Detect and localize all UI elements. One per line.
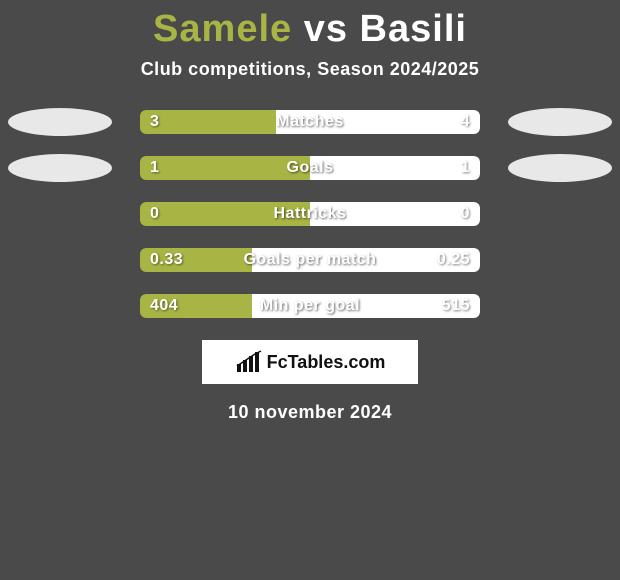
left-value: 0 — [150, 202, 159, 226]
bar-area — [140, 294, 480, 318]
bar-left — [140, 156, 310, 180]
bars-icon — [235, 350, 263, 374]
stat-row: 00Hattricks — [0, 202, 620, 226]
left-ellipse — [8, 108, 112, 136]
bar-left — [140, 202, 310, 226]
left-value: 0.33 — [150, 248, 183, 272]
right-value: 0 — [461, 202, 470, 226]
vs-text: vs — [304, 8, 348, 50]
stats-rows: 34Matches11Goals00Hattricks0.330.25Goals… — [0, 110, 620, 318]
right-value: 1 — [461, 156, 470, 180]
bar-area — [140, 248, 480, 272]
subtitle: Club competitions, Season 2024/2025 — [0, 59, 620, 80]
right-value: 515 — [442, 294, 470, 318]
right-value: 0.25 — [437, 248, 470, 272]
date-text: 10 november 2024 — [0, 402, 620, 423]
right-value: 4 — [461, 110, 470, 134]
logo-box: FcTables.com — [202, 340, 418, 384]
bar-area — [140, 202, 480, 226]
right-ellipse — [508, 154, 612, 182]
comparison-infographic: Samele vs Basili Club competitions, Seas… — [0, 0, 620, 580]
left-value: 3 — [150, 110, 159, 134]
bar-right — [310, 156, 480, 180]
stat-row: 404515Min per goal — [0, 294, 620, 318]
player2-name: Basili — [360, 8, 467, 50]
bar-right — [276, 110, 480, 134]
bar-right — [310, 202, 480, 226]
right-ellipse — [508, 108, 612, 136]
bar-area — [140, 156, 480, 180]
player1-name: Samele — [153, 8, 292, 50]
left-value: 404 — [150, 294, 178, 318]
stat-row: 11Goals — [0, 156, 620, 180]
logo-text: FcTables.com — [267, 352, 386, 373]
stat-row: 0.330.25Goals per match — [0, 248, 620, 272]
bar-area — [140, 110, 480, 134]
left-ellipse — [8, 154, 112, 182]
stat-row: 34Matches — [0, 110, 620, 134]
title: Samele vs Basili — [0, 0, 620, 51]
bar-left — [140, 110, 276, 134]
left-value: 1 — [150, 156, 159, 180]
